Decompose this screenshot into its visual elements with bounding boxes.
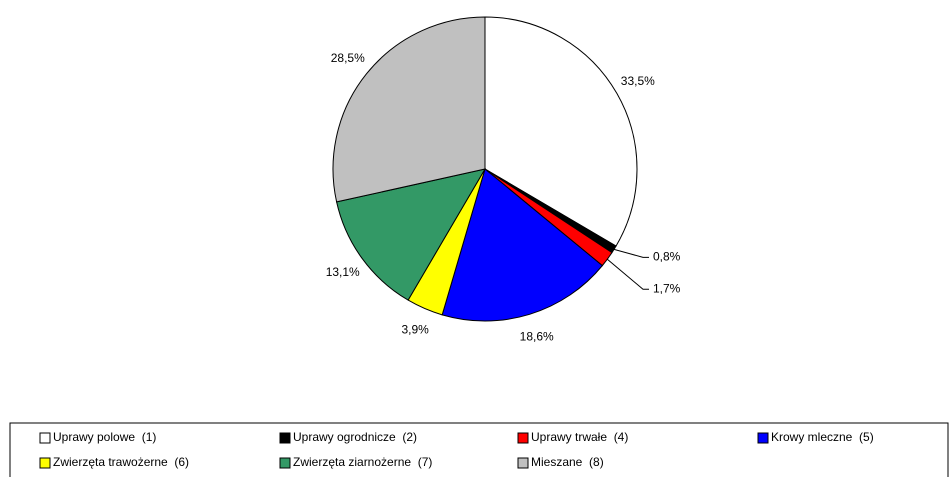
legend-swatch (279, 432, 291, 444)
legend-swatch (517, 432, 529, 444)
legend-swatch (517, 457, 529, 469)
legend-label: Uprawy trwałe (4) (531, 430, 628, 444)
pie-slice (484, 16, 638, 247)
leader-line (607, 258, 649, 290)
legend-label: Uprawy ogrodnicze (2) (293, 430, 417, 444)
leader-line (613, 248, 649, 258)
pie-slice (332, 16, 486, 203)
legend-label: Zwierzęta ziarnożerne (7) (293, 455, 432, 469)
data-label: 18,6% (520, 329, 554, 343)
data-label: 28,5% (331, 51, 365, 65)
legend-swatch (39, 457, 51, 469)
data-label: 33,5% (621, 74, 655, 88)
pie-slice (441, 168, 604, 322)
legend-label: Mieszane (8) (531, 455, 604, 469)
legend-label: Krowy mleczne (5) (771, 430, 874, 444)
pie-slice (336, 168, 487, 301)
data-label: 1,7% (653, 281, 681, 295)
data-label: 3,9% (401, 323, 429, 337)
legend-swatch (757, 432, 769, 444)
data-label: 0,8% (653, 250, 681, 264)
legend-label: Uprawy polowe (1) (53, 430, 156, 444)
legend-swatch (39, 432, 51, 444)
legend-swatch (279, 457, 291, 469)
legend-box (9, 422, 949, 482)
legend-label: Zwierzęta trawożerne (6) (53, 455, 189, 469)
data-label: 13,1% (326, 265, 360, 279)
